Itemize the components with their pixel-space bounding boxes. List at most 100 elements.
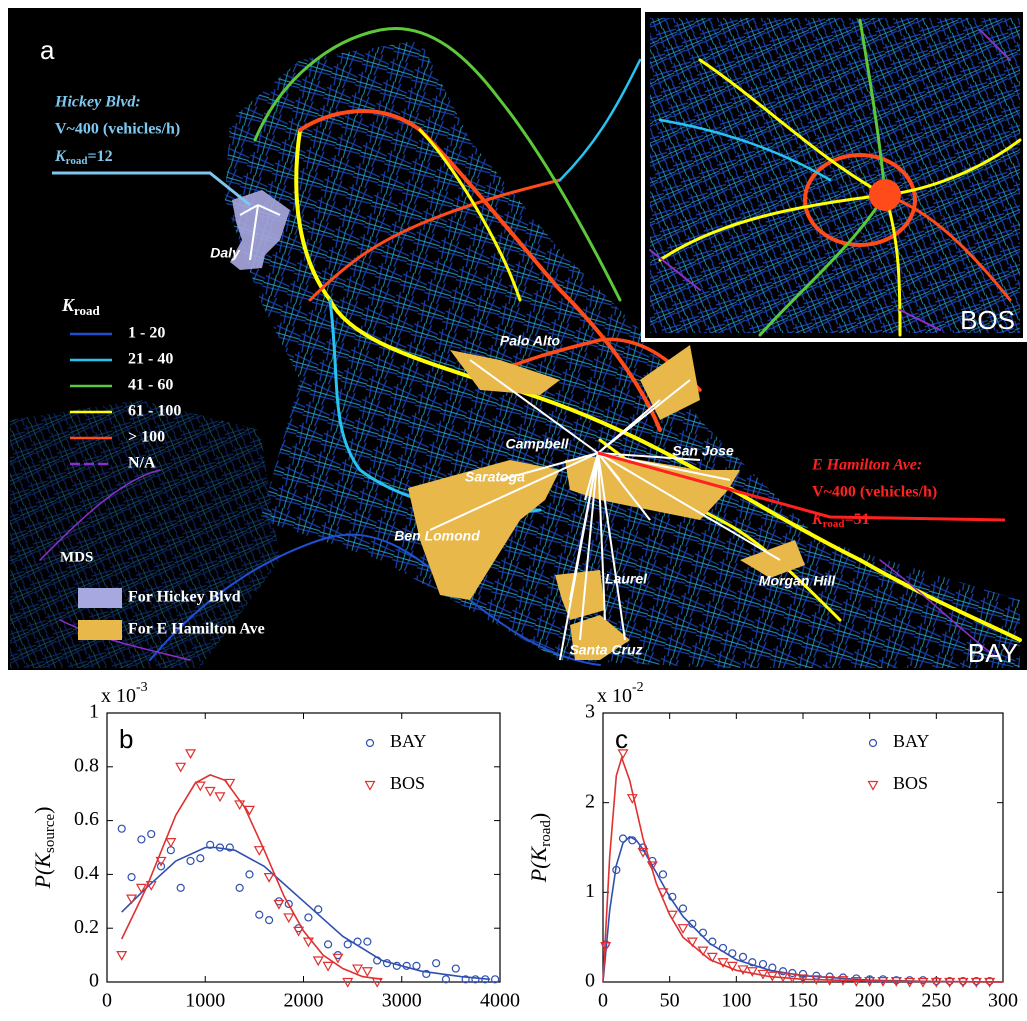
x-tick-label: 0 [102,990,112,1012]
text-part: road [823,518,845,530]
data-point [314,905,323,914]
legend-label: 1 - 20 [128,325,165,342]
hickey-pointer [52,171,251,207]
data-point [461,975,470,984]
data-point [165,838,177,848]
data-point [263,872,275,883]
y-tick-label: 1 [89,701,99,723]
data-point [864,977,876,987]
legend-marker [365,738,375,748]
data-point [312,956,324,967]
data-point [156,862,166,871]
data-point [850,977,862,987]
road-name: E Hamilton Ave: [811,457,922,474]
data-point [686,937,698,948]
data-point [245,870,254,879]
legend-label: For Hickey Blvd [128,589,241,606]
data-point [322,961,334,972]
chart: 0 1000 2000 3000 4000 0 0.2 0.4 0.6 0.8 1x 10-3 b Ks… [30,680,520,1021]
data-point [224,778,236,789]
data-point [777,972,789,983]
data-point [718,943,728,953]
data-point [441,975,451,984]
map-label: BAY [968,638,1018,668]
fit-line [602,755,1004,983]
data-point [206,840,215,849]
data-point [353,937,362,946]
data-point [788,968,797,978]
text-part: P(K [30,852,55,890]
text-part: road [74,303,101,318]
panel-label: c [615,724,628,754]
data-point [481,975,490,984]
data-point [186,856,195,866]
data-point [612,865,621,875]
data-point [176,883,185,892]
place-label: San Jose [672,443,734,459]
data-point [890,977,902,987]
y-tick-label: 3 [585,701,595,723]
data-point [214,792,226,803]
data-point [970,977,982,988]
x-tick-label: 100 [721,990,751,1012]
legend-label: 61 - 100 [128,403,181,420]
axis-multiplier: x 10-3 [101,680,148,706]
data-point [373,956,382,965]
inset-hub [869,179,901,211]
data-point [766,971,778,982]
legend-label: N/A [128,455,156,472]
data-point [637,847,649,858]
data-point [253,846,265,856]
legend-label: 21 - 40 [128,351,173,368]
y-tick-label: 2 [585,790,595,812]
y-tick-label: 0.4 [74,862,99,884]
data-point [877,977,889,987]
legend-swatch [78,620,122,640]
data-point [422,969,431,979]
y-tick-label: 0.6 [74,808,99,830]
place-label: Daly [210,245,241,261]
data-point [304,913,313,922]
road-k: Kroad=51 [811,511,870,530]
y-tick-label: 0.2 [74,916,99,938]
legend-label: > 100 [128,429,165,446]
data-point [363,937,372,946]
data-point [657,888,669,899]
mds-region-hickey [230,190,290,270]
hamilton-pointer [597,451,1006,522]
x-tick-label: 250 [921,990,951,1012]
data-point [243,805,255,816]
data-point [432,959,441,968]
legend-label: 41 - 60 [128,377,173,394]
text-part: K [61,295,76,315]
data-point [668,892,677,901]
data-point [127,872,136,882]
y-tick-label: 1 [585,880,595,902]
data-point [196,854,205,863]
data-point [698,928,708,937]
data-point [748,958,757,967]
data-point [758,959,768,969]
text-part: ) [30,807,55,814]
mds-links [239,204,781,661]
axis-multiplier: x 10-2 [597,680,644,706]
data-point [343,940,352,949]
road-volume: V~400 (vehicles/h) [55,121,180,138]
panel-label: b [119,724,133,754]
text-part: -3 [136,680,148,695]
data-point [225,843,234,852]
text-part: x 10 [597,685,632,707]
data-point [697,946,709,957]
data-point [273,899,285,910]
data-point [677,924,689,934]
data-point [810,975,822,986]
kroad-legend-title: Kroad [61,295,101,318]
plot-frame [602,712,1004,983]
data-point [646,861,658,872]
data-point [392,961,401,970]
data-point [371,977,383,988]
data-point [837,976,849,986]
legend-label: BAY [893,731,929,751]
x-tick-label: 3000 [382,990,422,1012]
